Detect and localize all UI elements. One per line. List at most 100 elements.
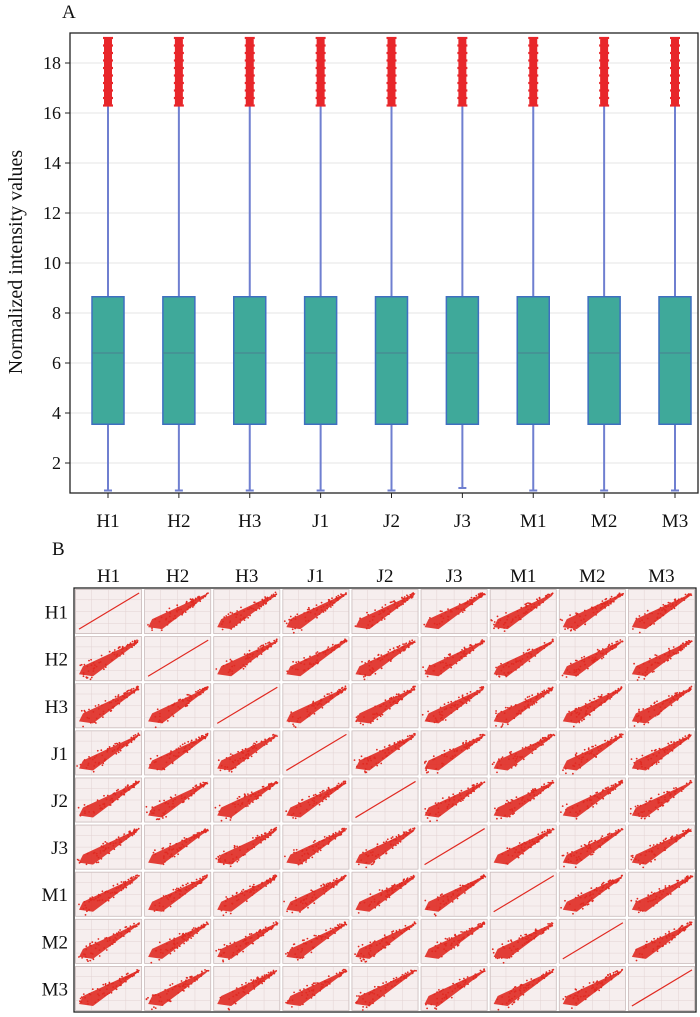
scatter-point: [438, 622, 441, 625]
scatter-point: [199, 739, 202, 742]
scatter-point: [474, 597, 476, 600]
scatter-point: [460, 789, 463, 792]
scatter-point: [450, 896, 453, 898]
scatter-point: [535, 743, 537, 746]
scatter-point: [309, 662, 311, 664]
scatter-point: [394, 747, 397, 749]
scatter-point: [609, 698, 611, 700]
scatter-point: [173, 897, 176, 899]
scatter-point: [249, 606, 252, 609]
scatter-point: [179, 745, 182, 747]
scatter-point: [168, 757, 171, 760]
scatter-point: [245, 900, 248, 903]
scatter-point: [246, 848, 249, 851]
scatter-point: [223, 951, 226, 954]
scatter-cell-J1-J1: [282, 730, 350, 776]
scatter-point: [645, 756, 648, 759]
y-tick-label: 10: [43, 253, 61, 273]
scatter-cell-J3-H3: [213, 824, 281, 870]
scatter-point: [314, 707, 317, 709]
scatter-point: [394, 838, 397, 841]
scatter-point: [97, 943, 100, 946]
scatter-point: [319, 849, 322, 852]
scatter-point: [384, 708, 387, 710]
scatter-point: [593, 707, 596, 709]
scatter-point: [598, 797, 600, 799]
outlier-points: [529, 38, 538, 106]
scatter-point: [115, 789, 118, 792]
scatter-point: [334, 835, 337, 838]
scatter-point: [227, 671, 230, 674]
scatter-point: [548, 736, 550, 739]
scatter-point: [284, 855, 286, 858]
scatter-point: [174, 617, 177, 620]
scatter-point: [371, 667, 374, 669]
scatter-point: [673, 787, 675, 790]
matrix-column-labels: H1 H2 H3 J1 J2 J3 M1 M2 M3: [97, 566, 675, 587]
scatter-density: [424, 875, 485, 912]
scatter-point: [381, 616, 384, 619]
scatter-point: [500, 710, 503, 713]
scatter-point: [439, 713, 441, 716]
scatter-point: [474, 881, 476, 883]
scatter-point: [113, 749, 116, 751]
scatter-point: [311, 704, 313, 707]
scatter-point: [104, 937, 106, 940]
scatter-point: [275, 828, 277, 831]
scatter-cell-H3-M3: [627, 683, 695, 729]
scatter-point: [109, 804, 112, 806]
scatter-point: [687, 828, 690, 830]
scatter-point: [357, 912, 360, 914]
scatter-point: [610, 784, 613, 787]
scatter-point: [506, 618, 509, 621]
scatter-point: [426, 908, 429, 910]
panel-a-label: A: [62, 2, 76, 23]
scatter-point: [364, 662, 367, 664]
scatter-point: [133, 644, 136, 647]
scatter-point: [237, 898, 240, 901]
scatter-point: [651, 663, 653, 666]
scatter-point: [206, 829, 209, 832]
scatter-point: [652, 844, 655, 846]
scatter-point: [259, 646, 262, 648]
scatter-point: [128, 643, 131, 646]
scatter-point: [576, 755, 579, 758]
scatter-point: [676, 881, 679, 884]
scatter-cell-H3-H1: [75, 683, 143, 729]
scatter-point: [411, 876, 414, 879]
scatter-point: [91, 896, 94, 898]
scatter-point: [301, 947, 303, 950]
scatter-point: [433, 665, 436, 668]
scatter-point: [392, 884, 395, 887]
scatter-point: [465, 698, 467, 701]
scatter-point: [395, 693, 398, 696]
scatter-point: [133, 691, 136, 694]
scatter-point: [358, 759, 361, 761]
scatter-point: [322, 839, 325, 842]
scatter-point: [659, 841, 662, 844]
scatter-point: [88, 717, 90, 720]
scatter-point: [296, 956, 298, 959]
scatter-point: [481, 688, 484, 691]
scatter-point: [600, 884, 603, 886]
scatter-point: [169, 752, 172, 754]
scatter-point: [243, 793, 246, 796]
scatter-point: [318, 803, 321, 806]
scatter-point: [535, 697, 538, 700]
scatter-cell-H2-H1: [75, 636, 143, 682]
scatter-point: [666, 800, 669, 803]
scatter-point: [190, 789, 192, 792]
scatter-point: [203, 829, 206, 832]
col-label-H3: H3: [235, 566, 258, 587]
scatter-point: [254, 795, 257, 798]
scatter-point: [98, 955, 101, 957]
scatter-point: [587, 900, 590, 903]
scatter-point: [440, 802, 442, 805]
scatter-point: [565, 803, 568, 806]
scatter-point: [667, 893, 670, 896]
scatter-point: [92, 711, 95, 713]
scatter-point: [337, 782, 340, 785]
scatter-point: [335, 877, 338, 880]
scatter-point: [463, 697, 466, 700]
scatter-point: [109, 799, 112, 801]
